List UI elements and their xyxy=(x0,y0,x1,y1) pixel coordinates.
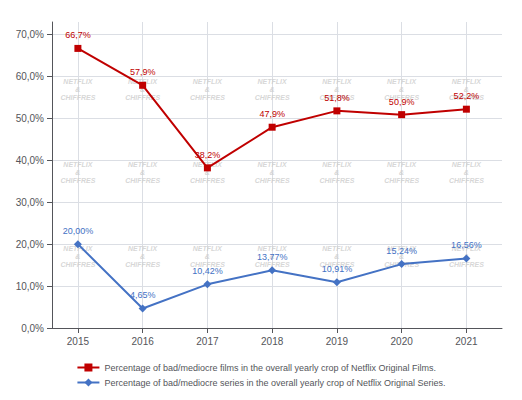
svg-text:Percentage of bad/mediocre fil: Percentage of bad/mediocre films in the … xyxy=(104,363,436,373)
svg-text:NETFLIX: NETFLIX xyxy=(452,78,482,85)
svg-text:&: & xyxy=(205,253,210,260)
svg-text:38,2%: 38,2% xyxy=(195,150,221,160)
svg-text:NETFLIX: NETFLIX xyxy=(63,161,93,168)
svg-text:CHIFFRES: CHIFFRES xyxy=(319,177,354,184)
svg-text:NETFLIX: NETFLIX xyxy=(128,161,158,168)
svg-text:52,2%: 52,2% xyxy=(454,91,480,101)
svg-text:2020: 2020 xyxy=(391,336,414,347)
svg-text:&: & xyxy=(334,169,339,176)
svg-text:NETFLIX: NETFLIX xyxy=(258,78,288,85)
svg-text:40,0%: 40,0% xyxy=(16,155,44,166)
svg-text:NETFLIX: NETFLIX xyxy=(322,161,352,168)
svg-text:&: & xyxy=(270,169,275,176)
svg-text:&: & xyxy=(140,253,145,260)
svg-text:CHIFFRES: CHIFFRES xyxy=(60,261,95,268)
svg-text:CHIFFRES: CHIFFRES xyxy=(384,177,419,184)
svg-text:NETFLIX: NETFLIX xyxy=(258,161,288,168)
svg-text:&: & xyxy=(464,169,469,176)
svg-text:&: & xyxy=(399,169,404,176)
svg-text:47,9%: 47,9% xyxy=(259,109,285,119)
svg-text:&: & xyxy=(270,86,275,93)
svg-text:CHIFFRES: CHIFFRES xyxy=(255,177,290,184)
svg-text:CHIFFRES: CHIFFRES xyxy=(190,94,225,101)
svg-text:CHIFFRES: CHIFFRES xyxy=(254,261,290,269)
svg-text:2019: 2019 xyxy=(326,336,349,347)
svg-text:2016: 2016 xyxy=(132,336,155,347)
svg-text:CHIFFRES: CHIFFRES xyxy=(125,94,160,101)
svg-text:66,7%: 66,7% xyxy=(65,30,91,40)
svg-text:&: & xyxy=(205,86,210,93)
svg-text:20,00%: 20,00% xyxy=(63,226,94,236)
svg-text:&: & xyxy=(399,86,404,93)
svg-text:NETFLIX: NETFLIX xyxy=(387,78,417,85)
svg-text:15,24%: 15,24% xyxy=(386,246,417,256)
svg-text:CHIFFRES: CHIFFRES xyxy=(448,261,484,269)
svg-text:NETFLIX: NETFLIX xyxy=(193,245,223,252)
svg-text:60,0%: 60,0% xyxy=(16,71,44,82)
svg-text:NETFLIX: NETFLIX xyxy=(257,245,287,253)
svg-text:CHIFFRES: CHIFFRES xyxy=(60,177,95,184)
svg-text:2015: 2015 xyxy=(67,336,90,347)
svg-text:&: & xyxy=(140,169,145,176)
svg-text:50,0%: 50,0% xyxy=(16,113,44,124)
svg-text:CHIFFRES: CHIFFRES xyxy=(189,261,225,269)
svg-text:NETFLIX: NETFLIX xyxy=(63,245,93,253)
svg-text:CHIFFRES: CHIFFRES xyxy=(255,94,290,101)
svg-text:NETFLIX: NETFLIX xyxy=(63,78,93,85)
svg-text:51,8%: 51,8% xyxy=(324,93,350,103)
svg-text:13,77%: 13,77% xyxy=(257,252,288,262)
svg-text:&: & xyxy=(75,253,80,260)
svg-text:CHIFFRES: CHIFFRES xyxy=(60,94,95,101)
svg-text:NETFLIX: NETFLIX xyxy=(452,161,482,168)
svg-text:16,56%: 16,56% xyxy=(451,240,482,250)
svg-text:Percentage of bad/mediocre ser: Percentage of bad/mediocre series in the… xyxy=(104,378,445,388)
svg-text:57,9%: 57,9% xyxy=(130,67,156,77)
svg-text:10,91%: 10,91% xyxy=(322,264,353,274)
svg-text:2021: 2021 xyxy=(455,336,478,347)
svg-text:0,0%: 0,0% xyxy=(21,323,44,334)
svg-text:4,65%: 4,65% xyxy=(130,290,156,300)
svg-text:10,0%: 10,0% xyxy=(16,281,44,292)
svg-text:2017: 2017 xyxy=(196,336,219,347)
svg-text:&: & xyxy=(75,86,80,93)
svg-text:70,0%: 70,0% xyxy=(16,29,44,40)
svg-text:NETFLIX: NETFLIX xyxy=(128,77,158,85)
svg-text:NETFLIX: NETFLIX xyxy=(192,161,222,169)
svg-text:NETFLIX: NETFLIX xyxy=(322,245,352,252)
svg-text:50,9%: 50,9% xyxy=(389,97,415,107)
svg-text:&: & xyxy=(334,86,339,93)
svg-text:&: & xyxy=(334,253,339,260)
svg-text:CHIFFRES: CHIFFRES xyxy=(449,177,484,184)
svg-text:30,0%: 30,0% xyxy=(16,197,44,208)
svg-text:CHIFFRES: CHIFFRES xyxy=(125,261,160,268)
svg-text:NETFLIX: NETFLIX xyxy=(322,78,352,85)
svg-text:2018: 2018 xyxy=(261,336,284,347)
svg-text:10,42%: 10,42% xyxy=(192,266,223,276)
svg-text:NETFLIX: NETFLIX xyxy=(387,161,417,168)
svg-text:CHIFFRES: CHIFFRES xyxy=(190,177,225,184)
svg-text:NETFLIX: NETFLIX xyxy=(128,245,158,252)
svg-text:CHIFFRES: CHIFFRES xyxy=(125,177,160,184)
svg-text:20,0%: 20,0% xyxy=(16,239,44,250)
svg-text:&: & xyxy=(75,169,80,176)
svg-text:NETFLIX: NETFLIX xyxy=(193,78,223,85)
